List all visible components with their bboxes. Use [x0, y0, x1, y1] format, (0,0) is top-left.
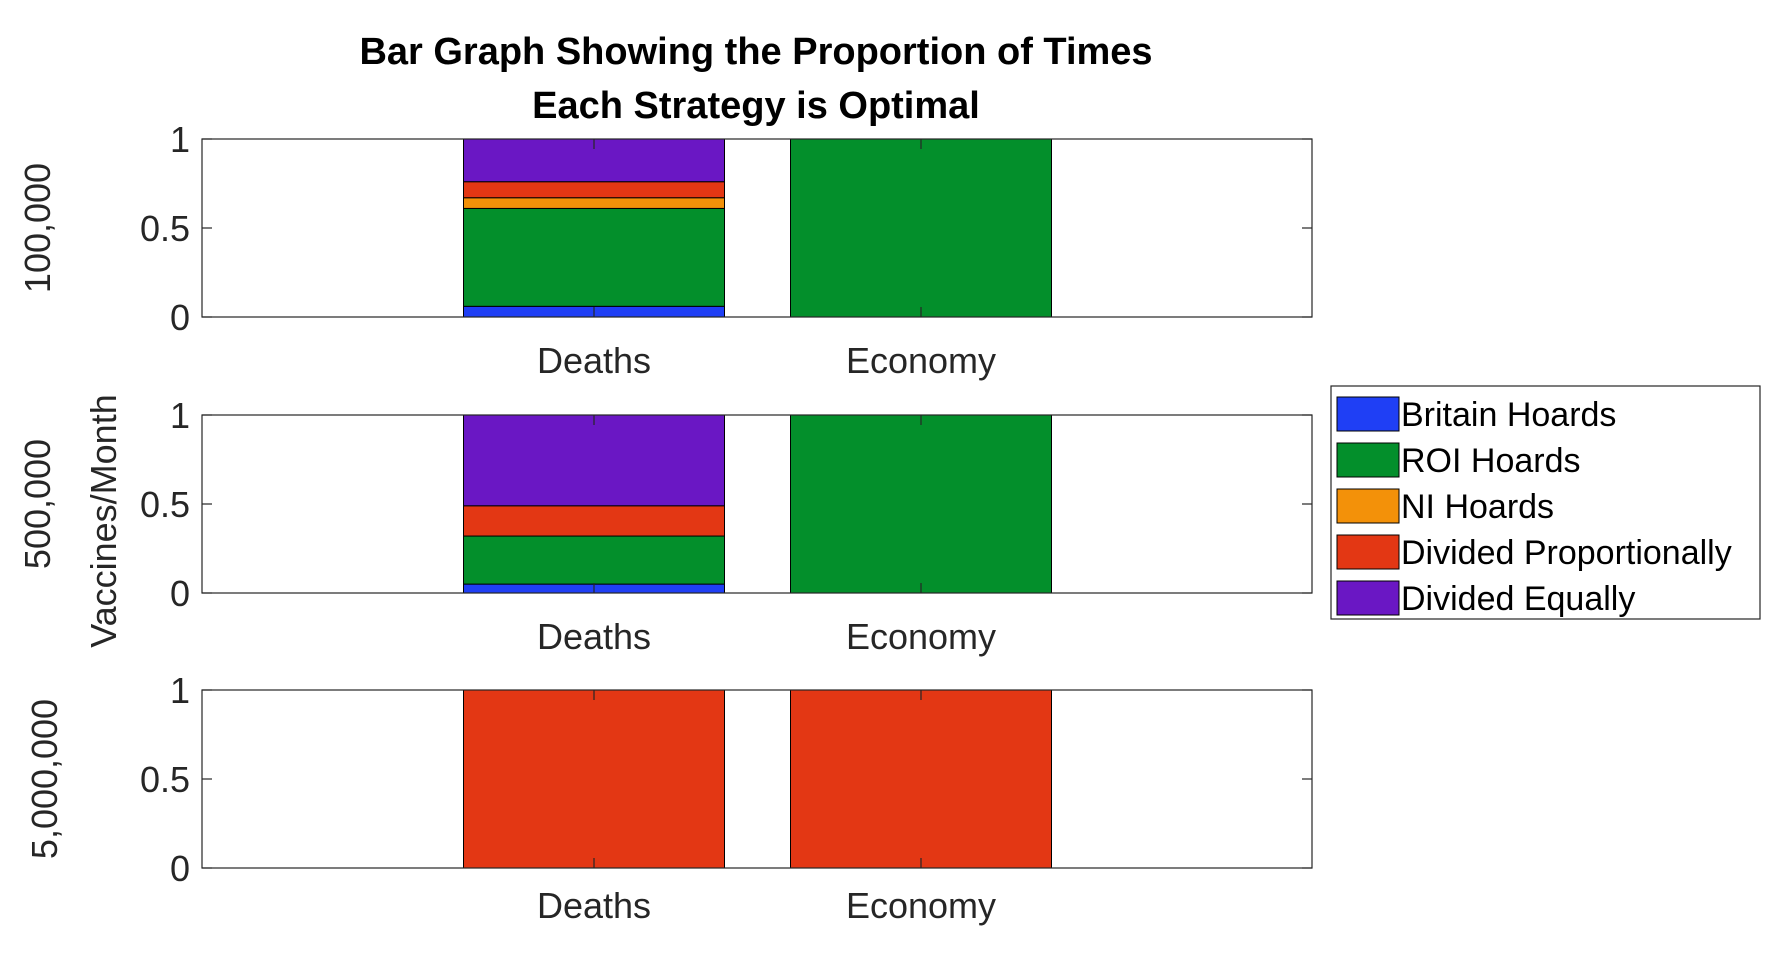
chart-panels: 0 0.5 1 Deaths Economy 100,000 0 0.5 1 Deaths Econ… [17, 119, 1313, 926]
legend-label: Britain Hoards [1401, 396, 1616, 434]
legend-label: Divided Equally [1401, 580, 1635, 618]
x-category-label: Deaths [537, 616, 651, 657]
y-tick-label: 0 [170, 848, 190, 889]
y-tick-label: 1 [170, 395, 190, 436]
x-category-label: Economy [846, 885, 996, 926]
chart-title-line-2: Each Strategy is Optimal [532, 85, 980, 127]
bar-segment [463, 689, 725, 869]
bar-segment [463, 181, 725, 199]
axes-box [201, 138, 1313, 318]
x-category-label: Deaths [537, 885, 651, 926]
legend-swatch [1336, 442, 1400, 478]
legend-box [1330, 385, 1761, 620]
bar-segment [790, 138, 1052, 318]
bar-segment [463, 197, 725, 209]
y-tick-label: 0.5 [140, 759, 190, 800]
chart-title-line-1: Bar Graph Showing the Proportion of Time… [359, 31, 1152, 73]
bar-segment [463, 505, 725, 537]
y-tick-label: 1 [170, 670, 190, 711]
panel-row-label: 5,000,000 [24, 699, 65, 859]
axes-box [201, 689, 1313, 869]
y-tick-label: 1 [170, 119, 190, 160]
chart-title: Bar Graph Showing the Proportion of Time… [359, 31, 1152, 127]
y-tick-label: 0.5 [140, 484, 190, 525]
bar-segment [790, 689, 1052, 869]
legend-label: NI Hoards [1401, 488, 1554, 526]
legend: Britain Hoards ROI Hoards NI Hoards Divided… [1330, 385, 1761, 620]
bar-segment [463, 535, 725, 585]
y-axis-label: Vaccines/Month [83, 394, 124, 647]
panel-2: 0 0.5 1 Deaths Economy 500,000 [17, 395, 1313, 657]
panel-row-label: 100,000 [17, 163, 58, 293]
bar-segment [463, 138, 725, 183]
x-category-label: Deaths [537, 340, 651, 381]
panel-1: 0 0.5 1 Deaths Economy 100,000 [17, 119, 1313, 381]
y-tick-label: 0 [170, 297, 190, 338]
y-tick-label: 0.5 [140, 208, 190, 249]
legend-label: ROI Hoards [1401, 442, 1581, 480]
legend-swatch [1336, 580, 1400, 616]
legend-swatch [1336, 396, 1400, 432]
bar-segment [790, 414, 1052, 594]
x-category-label: Economy [846, 340, 996, 381]
bar-segment [463, 207, 725, 307]
panel-3: 0 0.5 1 Deaths Economy 5,000,000 [24, 670, 1313, 926]
legend-label: Divided Proportionally [1401, 534, 1732, 572]
legend-swatch [1336, 488, 1400, 524]
axes-box [201, 414, 1313, 594]
panel-row-label: 500,000 [17, 439, 58, 569]
legend-swatch [1336, 534, 1400, 570]
y-tick-label: 0 [170, 573, 190, 614]
x-category-label: Economy [846, 616, 996, 657]
bar-segment [463, 414, 725, 507]
